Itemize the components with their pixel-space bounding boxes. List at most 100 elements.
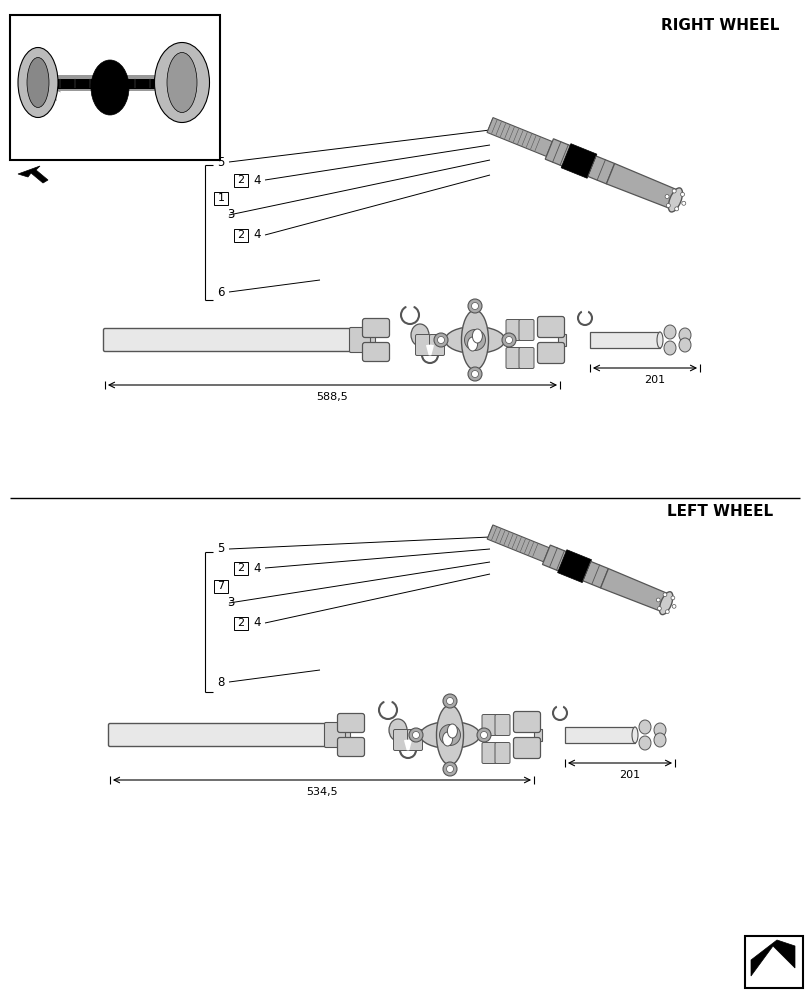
Text: 4: 4 — [253, 616, 260, 630]
Polygon shape — [560, 144, 596, 178]
Wedge shape — [427, 346, 431, 355]
Bar — [25, 77, 204, 89]
FancyBboxPatch shape — [407, 730, 422, 750]
Text: 2: 2 — [237, 563, 244, 573]
Text: RIGHT WHEEL: RIGHT WHEEL — [660, 17, 779, 32]
Text: 2: 2 — [237, 175, 244, 185]
Text: 588,5: 588,5 — [316, 392, 348, 402]
Ellipse shape — [678, 338, 690, 352]
Bar — [744, 936, 802, 988]
Text: 1: 1 — [217, 193, 224, 203]
Circle shape — [412, 732, 419, 738]
Bar — [214, 580, 228, 592]
Circle shape — [437, 336, 444, 344]
Ellipse shape — [653, 733, 665, 747]
Ellipse shape — [27, 57, 49, 107]
Circle shape — [665, 610, 668, 614]
Ellipse shape — [659, 592, 672, 615]
FancyBboxPatch shape — [362, 318, 389, 338]
Bar — [590, 332, 659, 348]
FancyBboxPatch shape — [349, 328, 370, 353]
Circle shape — [476, 728, 491, 742]
FancyBboxPatch shape — [495, 714, 509, 736]
Bar — [534, 729, 541, 741]
Circle shape — [663, 593, 666, 597]
Circle shape — [666, 203, 670, 207]
Circle shape — [446, 766, 453, 772]
Ellipse shape — [663, 341, 676, 355]
FancyBboxPatch shape — [415, 334, 430, 356]
Bar — [234, 229, 247, 241]
Ellipse shape — [91, 60, 129, 115]
Circle shape — [480, 732, 487, 738]
Bar — [25, 87, 204, 91]
Ellipse shape — [663, 325, 676, 339]
Ellipse shape — [467, 337, 477, 351]
Circle shape — [443, 694, 457, 708]
Polygon shape — [544, 139, 614, 184]
Ellipse shape — [447, 724, 457, 738]
Text: 7: 7 — [217, 581, 225, 591]
FancyBboxPatch shape — [537, 316, 564, 338]
Ellipse shape — [154, 42, 209, 122]
Circle shape — [439, 724, 460, 746]
Circle shape — [409, 728, 423, 742]
Bar — [25, 75, 204, 79]
FancyBboxPatch shape — [513, 712, 540, 732]
FancyBboxPatch shape — [337, 738, 364, 756]
FancyBboxPatch shape — [505, 348, 521, 368]
Bar — [340, 730, 350, 740]
Bar — [10, 15, 220, 160]
Circle shape — [433, 333, 448, 347]
Circle shape — [672, 604, 676, 608]
Bar — [234, 562, 247, 574]
FancyBboxPatch shape — [482, 742, 496, 764]
Ellipse shape — [167, 52, 197, 112]
Text: 201: 201 — [619, 770, 640, 780]
Polygon shape — [557, 550, 590, 583]
Circle shape — [672, 189, 676, 193]
Ellipse shape — [656, 332, 663, 348]
FancyBboxPatch shape — [393, 730, 408, 750]
FancyBboxPatch shape — [429, 334, 444, 356]
Circle shape — [467, 367, 482, 381]
Text: 4: 4 — [253, 562, 260, 574]
Wedge shape — [582, 310, 586, 318]
Wedge shape — [407, 305, 412, 315]
Wedge shape — [406, 741, 410, 750]
Polygon shape — [750, 940, 794, 976]
FancyBboxPatch shape — [482, 714, 496, 736]
FancyBboxPatch shape — [362, 342, 389, 361]
Text: 5: 5 — [217, 542, 225, 556]
Ellipse shape — [444, 326, 504, 354]
Bar — [564, 727, 634, 743]
Text: 6: 6 — [217, 286, 225, 298]
Text: 5: 5 — [217, 155, 225, 168]
Text: 3: 3 — [227, 209, 234, 222]
FancyBboxPatch shape — [518, 320, 534, 340]
Circle shape — [471, 302, 478, 310]
Circle shape — [505, 336, 512, 344]
Bar — [557, 334, 565, 346]
Circle shape — [670, 596, 674, 600]
Polygon shape — [487, 525, 548, 562]
FancyBboxPatch shape — [513, 738, 540, 758]
Circle shape — [664, 195, 668, 199]
FancyBboxPatch shape — [109, 724, 326, 746]
Polygon shape — [487, 118, 551, 156]
Ellipse shape — [388, 719, 406, 741]
Ellipse shape — [472, 329, 482, 343]
Text: LEFT WHEEL: LEFT WHEEL — [666, 504, 772, 520]
Text: 201: 201 — [644, 375, 665, 385]
Wedge shape — [385, 700, 390, 710]
FancyBboxPatch shape — [103, 328, 351, 352]
Polygon shape — [606, 163, 678, 209]
Ellipse shape — [638, 720, 650, 734]
Text: 4: 4 — [253, 174, 260, 186]
FancyBboxPatch shape — [324, 722, 345, 748]
Text: 3: 3 — [227, 596, 234, 609]
Bar — [214, 192, 228, 205]
Text: 8: 8 — [217, 676, 225, 688]
Polygon shape — [18, 166, 48, 183]
Text: 2: 2 — [237, 618, 244, 628]
